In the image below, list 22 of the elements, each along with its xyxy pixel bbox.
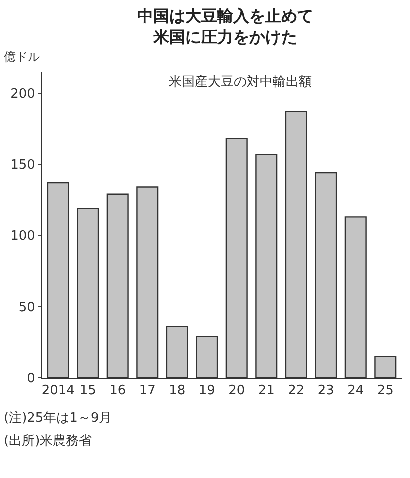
y-tick-label: 0: [27, 372, 36, 387]
x-tick-label: 21: [258, 384, 275, 399]
x-tick-label: 17: [139, 384, 156, 399]
x-tick-label: 23: [318, 384, 334, 399]
x-tick-label: 16: [110, 384, 126, 399]
x-tick-label: 19: [198, 384, 216, 399]
y-tick-label: 100: [10, 229, 36, 244]
x-tick-label: 15: [80, 384, 96, 399]
x-tick-label: 2014: [42, 384, 75, 399]
chart-subtitle: 米国産大豆の対中輸出額: [169, 74, 312, 90]
chart-title: 中国は大豆輸入を止めて米国に圧力をかけた: [138, 6, 314, 46]
x-tick-label: 25: [377, 384, 394, 399]
y-tick-label: 200: [10, 86, 36, 102]
y-axis-title: 億ドル: [4, 50, 40, 64]
x-tick-label: 24: [348, 384, 364, 399]
x-tick-label: 18: [169, 384, 186, 399]
x-tick-label: 22: [288, 384, 305, 399]
text: (出所)米農務省: [4, 434, 92, 449]
y-tick-label: 50: [18, 300, 36, 316]
x-tick-label: 20: [228, 384, 246, 399]
text: (注)25年は1～9月: [4, 411, 112, 426]
y-tick-label: 150: [10, 158, 36, 174]
